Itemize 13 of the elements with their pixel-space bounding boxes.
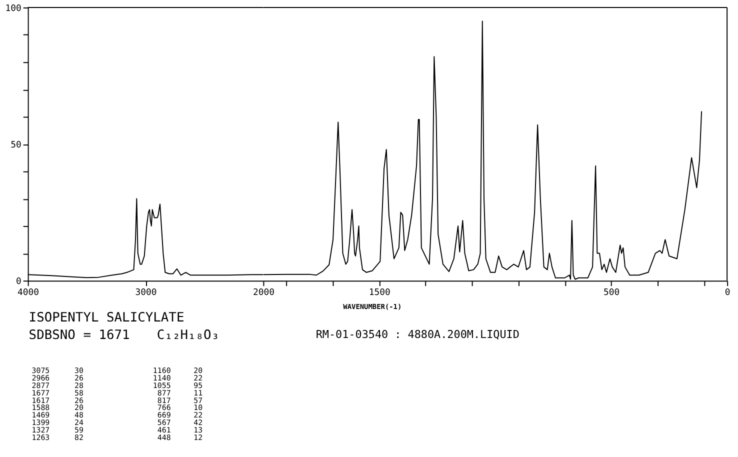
- text: SDBSNO = 1671: [28, 328, 130, 344]
- x-tick-label: 500: [604, 288, 620, 298]
- x-tick-label: 4000: [18, 288, 40, 298]
- text: C₁₂H₁₈O₃: [156, 328, 220, 344]
- x-tick-label: 2000: [252, 288, 274, 298]
- x-tick-label: 3000: [135, 288, 157, 298]
- text: ISOPENTYL SALICYLATE: [28, 310, 184, 326]
- y-tick-label: 50: [10, 140, 22, 150]
- y-tick-label: 0: [16, 277, 22, 288]
- text: RM-01-03540 : 4880A.200M.LIQUID: [316, 328, 520, 342]
- y-tick-label: 100: [5, 4, 22, 14]
- x-tick-label: 0: [724, 288, 730, 298]
- x-tick-label: 1500: [368, 288, 390, 298]
